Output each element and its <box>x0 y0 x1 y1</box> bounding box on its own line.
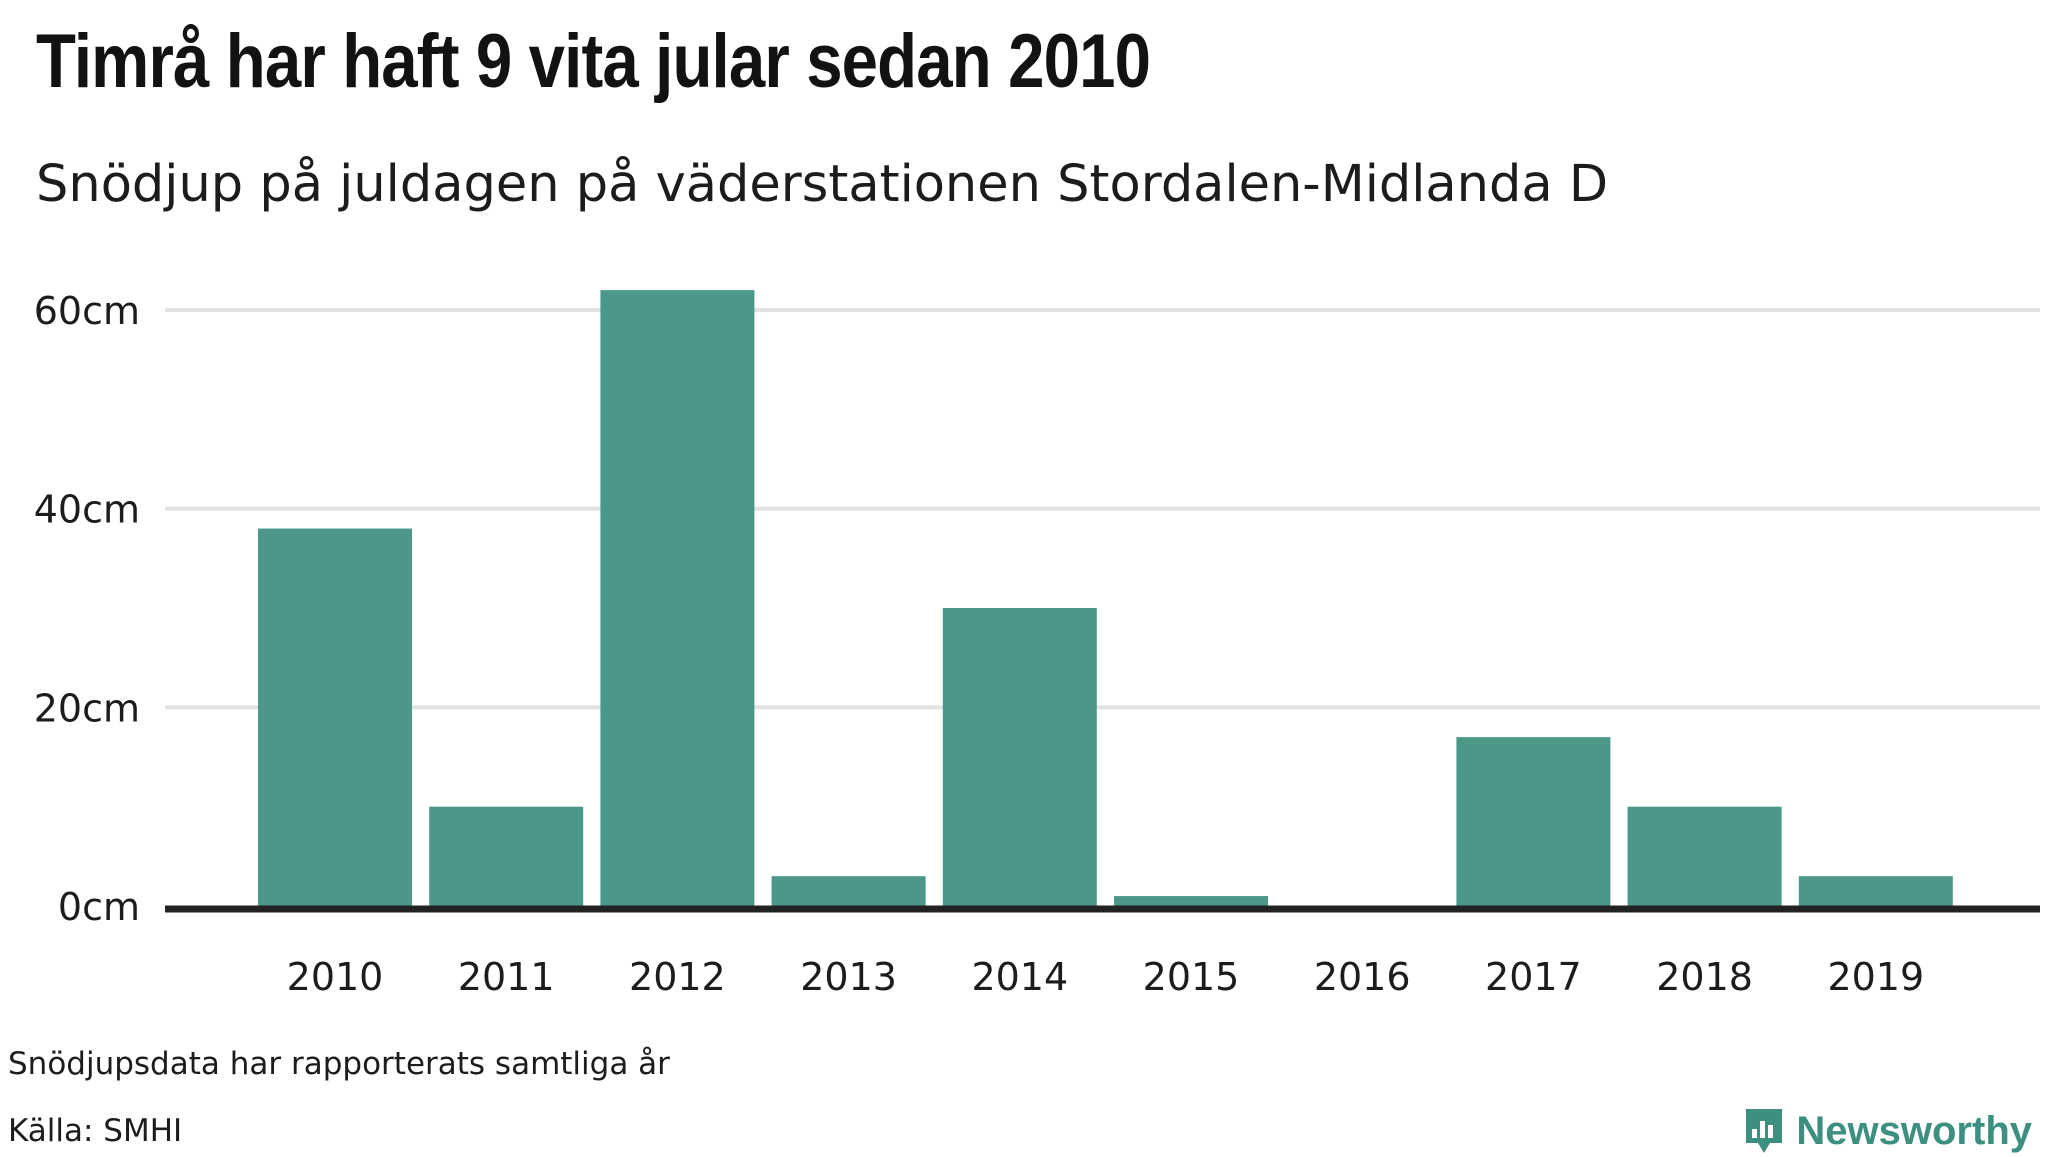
y-tick-label: 20cm <box>34 686 140 730</box>
y-tick-label: 60cm <box>34 289 140 333</box>
chart-subtitle: Snödjup på juldagen på väderstationen St… <box>36 155 1609 214</box>
bar-2017 <box>1456 737 1611 906</box>
bar-chart: 0cm 20cm 40cm 60cm 2010 2011 2012 2013 2014 2015 2… <box>34 289 2040 999</box>
source-note: Källa: SMHI <box>8 1113 183 1149</box>
x-tick-label: 2019 <box>1827 955 1924 999</box>
chart-title: Timrå har haft 9 vita jular sedan 2010 <box>36 19 1151 104</box>
bar-2018 <box>1627 806 1782 906</box>
brand-name: Newsworthy <box>1796 1108 2032 1153</box>
footnote: Snödjupsdata har rapporterats samtliga å… <box>8 1046 670 1082</box>
x-tick-label: 2010 <box>287 955 384 999</box>
x-tick-label: 2014 <box>971 955 1068 999</box>
bar-2012 <box>600 290 755 907</box>
x-tick-label: 2016 <box>1314 955 1411 999</box>
gridlines <box>165 308 2040 710</box>
bar-2011 <box>429 806 584 906</box>
x-tick-label: 2015 <box>1143 955 1240 999</box>
axes: 0cm 20cm 40cm 60cm 2010 2011 2012 2013 2014 2015 2… <box>34 289 2040 999</box>
x-tick-label: 2013 <box>800 955 897 999</box>
x-tick-label: 2017 <box>1485 955 1582 999</box>
bar-2019 <box>1798 876 1953 906</box>
x-tick-label: 2012 <box>629 955 726 999</box>
bars <box>258 290 1953 907</box>
brand-logo: Newsworthy <box>1742 1105 2032 1157</box>
bar-2010 <box>258 528 412 906</box>
x-tick-label: 2018 <box>1656 955 1753 999</box>
y-tick-label: 40cm <box>34 488 140 532</box>
bar-2014 <box>942 608 1097 906</box>
y-tick-label: 0cm <box>58 885 140 929</box>
x-tick-label: 2011 <box>458 955 555 999</box>
bar-2015 <box>1114 896 1268 906</box>
newsworthy-logo-icon <box>1746 1109 1783 1153</box>
bar-2013 <box>771 876 926 906</box>
